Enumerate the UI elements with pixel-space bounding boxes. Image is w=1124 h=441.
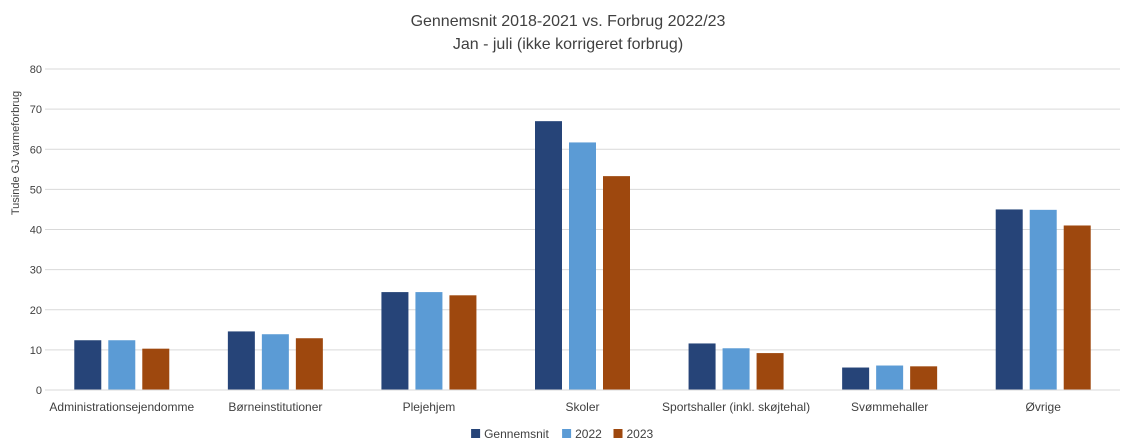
bar xyxy=(722,348,750,390)
y-tick-label: 10 xyxy=(30,345,42,357)
bar xyxy=(910,366,938,390)
bar xyxy=(569,142,596,390)
bar xyxy=(688,343,716,390)
y-tick-label: 30 xyxy=(30,265,42,277)
x-category-label: Skoler xyxy=(565,400,599,414)
x-category-label: Administrationsejendomme xyxy=(49,400,194,414)
bar xyxy=(415,292,443,390)
legend-label: 2022 xyxy=(575,427,602,441)
legend-label: 2023 xyxy=(627,427,654,441)
y-tick-label: 0 xyxy=(36,385,42,397)
x-axis-categories: Administrationsejendomme Børneinstitution… xyxy=(49,400,1061,414)
bar xyxy=(1029,209,1057,390)
x-category-label: Plejehjem xyxy=(403,400,456,414)
legend-swatch xyxy=(562,429,572,438)
bar xyxy=(1063,225,1091,390)
bar xyxy=(108,340,136,390)
x-category-label: Børneinstitutioner xyxy=(228,400,322,414)
legend-label: Gennemsnit xyxy=(484,427,549,441)
chart-title: Gennemsnit 2018-2021 vs. Forbrug 2022/23 xyxy=(411,13,726,30)
bar xyxy=(74,340,102,390)
bar xyxy=(381,292,409,390)
y-tick-label: 80 xyxy=(30,64,42,76)
bar xyxy=(449,295,477,390)
y-tick-label: 60 xyxy=(30,144,42,156)
x-category-label: Øvrige xyxy=(1026,400,1062,414)
bar xyxy=(295,338,323,390)
bar xyxy=(995,209,1023,390)
legend-swatch xyxy=(613,429,623,438)
y-tick-label: 40 xyxy=(30,225,42,237)
y-axis-ticks: 0 10 20 30 40 50 60 70 80 xyxy=(30,64,42,397)
y-tick-label: 70 xyxy=(30,104,42,116)
bar xyxy=(142,348,170,390)
bars xyxy=(74,121,1091,390)
bar xyxy=(842,367,870,390)
bar xyxy=(227,331,255,390)
y-tick-label: 50 xyxy=(30,184,42,196)
legend: Gennemsnit 2022 2023 xyxy=(471,427,654,441)
legend-swatch xyxy=(471,429,481,438)
x-category-label: Sportshaller (inkl. skøjtehal) xyxy=(662,400,810,414)
y-axis-label: Tusinde GJ varmeforbrug xyxy=(10,91,22,215)
bar xyxy=(603,176,630,390)
chart-subtitle: Jan - juli (ikke korrigeret forbrug) xyxy=(453,36,683,53)
bar xyxy=(535,121,562,390)
bar xyxy=(876,365,904,390)
x-category-label: Svømmehaller xyxy=(851,400,928,414)
bar xyxy=(756,353,784,390)
bar xyxy=(261,334,289,390)
y-tick-label: 20 xyxy=(30,305,42,317)
